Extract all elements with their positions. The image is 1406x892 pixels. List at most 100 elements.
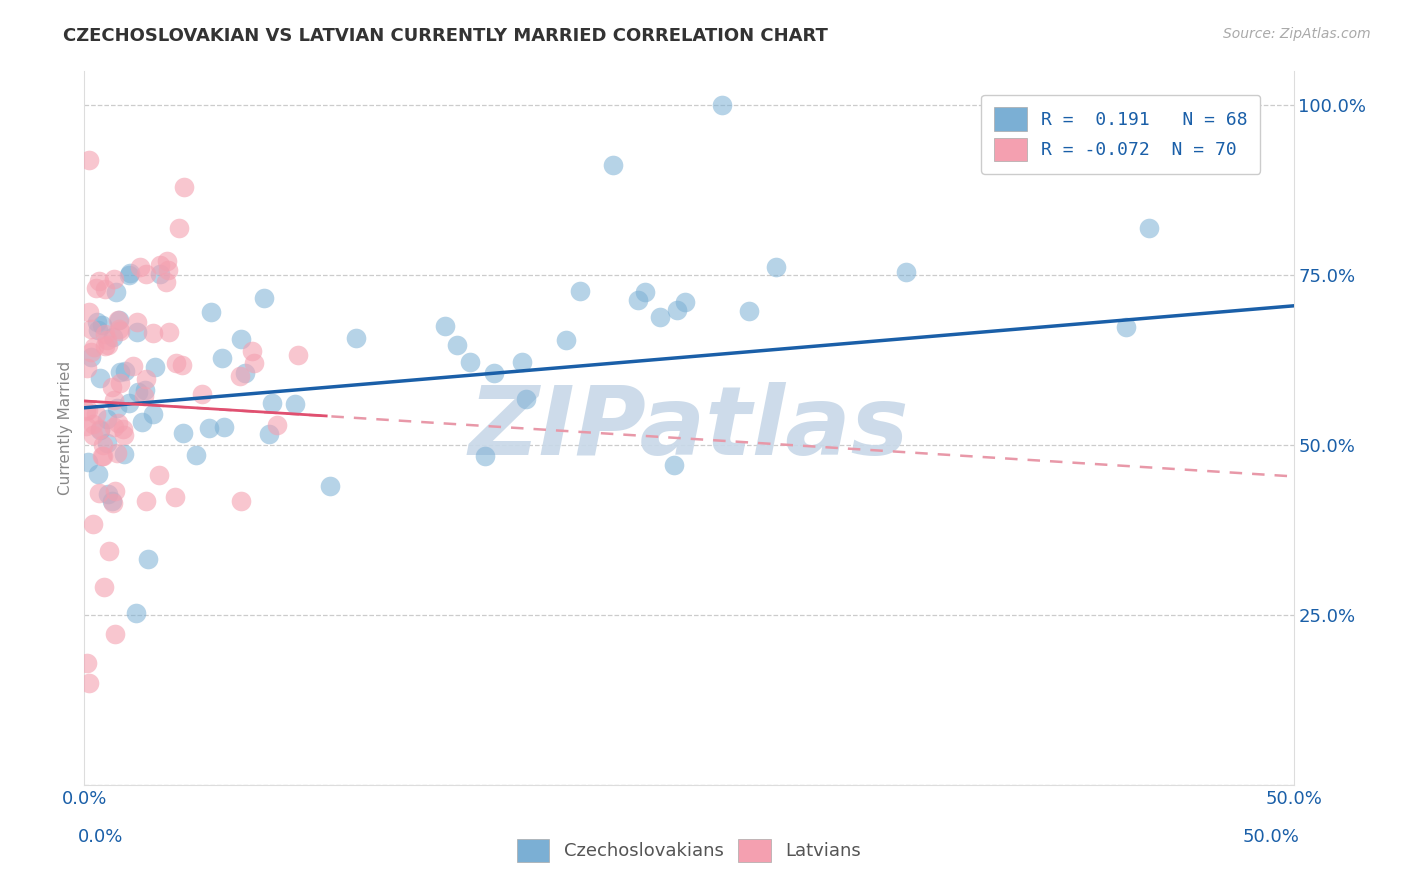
Point <box>112 428 135 442</box>
Point <box>101 493 124 508</box>
Point <box>711 98 734 112</box>
Point <box>1115 320 1137 334</box>
Text: Source: ZipAtlas.com: Source: ZipAtlas.com <box>1223 27 1371 41</box>
Point <box>103 420 125 434</box>
Point <box>118 268 141 282</box>
Point <box>103 392 125 407</box>
Point <box>191 387 214 401</box>
Point <box>319 478 342 492</box>
Point <box>108 365 131 379</box>
Point <box>93 580 115 594</box>
Point <box>896 265 918 279</box>
Point <box>602 158 624 172</box>
Point <box>515 392 537 406</box>
Point <box>260 396 283 410</box>
Text: CZECHOSLOVAKIAN VS LATVIAN CURRENTLY MARRIED CORRELATION CHART: CZECHOSLOVAKIAN VS LATVIAN CURRENTLY MAR… <box>63 27 828 45</box>
Point <box>127 384 149 399</box>
Point <box>243 355 266 369</box>
Point <box>1216 98 1239 112</box>
Point <box>155 275 177 289</box>
Point <box>143 359 166 374</box>
Point <box>77 676 100 690</box>
Point <box>105 446 128 460</box>
Point <box>200 304 222 318</box>
Y-axis label: Currently Married: Currently Married <box>58 361 73 495</box>
Point <box>76 656 98 670</box>
Point <box>446 337 468 351</box>
Point <box>165 356 187 370</box>
Point <box>107 313 129 327</box>
Point <box>82 427 104 442</box>
Point <box>184 448 207 462</box>
Point <box>142 407 165 421</box>
Point <box>211 351 233 365</box>
Point <box>229 369 252 384</box>
Point <box>131 416 153 430</box>
Point <box>98 544 121 558</box>
Point <box>148 468 170 483</box>
Point <box>135 267 157 281</box>
Point <box>287 348 309 362</box>
Point <box>284 397 307 411</box>
Point <box>91 438 114 452</box>
Point <box>80 344 103 359</box>
Point <box>103 272 125 286</box>
Point <box>484 366 506 380</box>
Point <box>84 407 107 421</box>
Point <box>114 364 136 378</box>
Point <box>87 486 110 500</box>
Point <box>77 403 100 417</box>
Point <box>110 376 132 390</box>
Point <box>664 458 686 472</box>
Point <box>458 355 481 369</box>
Point <box>569 284 592 298</box>
Point <box>76 360 98 375</box>
Point <box>101 496 124 510</box>
Point <box>127 325 149 339</box>
Point <box>101 329 124 343</box>
Point <box>83 340 105 354</box>
Point <box>97 487 120 501</box>
Point <box>172 358 194 372</box>
Point <box>167 220 190 235</box>
Point <box>105 401 128 416</box>
Point <box>134 383 156 397</box>
Point <box>96 412 118 426</box>
Point <box>149 268 172 282</box>
Point <box>100 379 122 393</box>
Point <box>665 303 688 318</box>
Point <box>103 627 125 641</box>
Point <box>125 606 148 620</box>
Point <box>1137 220 1160 235</box>
Point <box>112 447 135 461</box>
Point <box>118 266 141 280</box>
Point <box>77 305 100 319</box>
Point <box>673 294 696 309</box>
Point <box>738 304 761 318</box>
Point <box>91 449 114 463</box>
Point <box>94 282 117 296</box>
Point <box>89 274 111 288</box>
Point <box>94 339 117 353</box>
Point <box>96 333 118 347</box>
Text: 0.0%: 0.0% <box>79 828 124 846</box>
Point <box>75 404 97 418</box>
Point <box>157 263 180 277</box>
Point <box>555 333 578 347</box>
Point <box>156 253 179 268</box>
Point <box>157 325 180 339</box>
Point <box>136 552 159 566</box>
Point <box>253 292 276 306</box>
Point <box>80 350 103 364</box>
Point <box>105 285 128 299</box>
Point <box>173 180 195 194</box>
Point <box>128 260 150 275</box>
Point <box>142 326 165 340</box>
Point <box>235 366 257 380</box>
Point <box>94 326 117 341</box>
Point <box>107 416 129 430</box>
Point <box>122 359 145 373</box>
Point <box>75 419 97 434</box>
Point <box>89 424 111 438</box>
Point <box>433 318 456 333</box>
